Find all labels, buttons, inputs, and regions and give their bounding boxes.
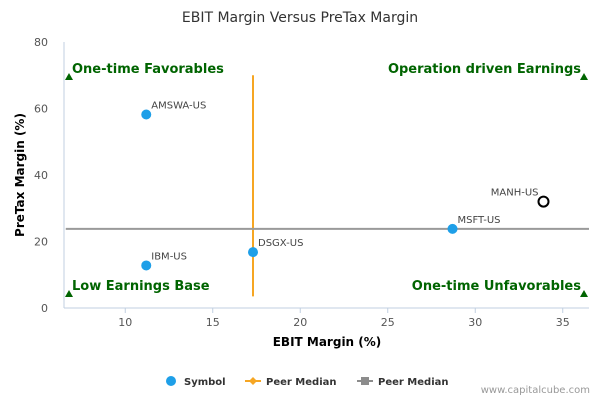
quadrant-label-top-right: Operation driven Earnings bbox=[388, 62, 581, 77]
footer-credit: www.capitalcube.com bbox=[481, 385, 590, 396]
quadrant-marker-bottom-right bbox=[580, 290, 588, 297]
legend-label-0: Symbol bbox=[184, 377, 226, 388]
y-tick-label: 20 bbox=[34, 236, 48, 249]
plot-area: 10 15 20 25 30 35 0 20 40 60 80 One-time Favorables… bbox=[34, 36, 589, 329]
y-tick-label: 40 bbox=[34, 169, 48, 182]
x-tick-label: 20 bbox=[293, 316, 307, 329]
x-tick-label: 25 bbox=[381, 316, 395, 329]
legend: Symbol Peer Median Peer Median bbox=[166, 376, 449, 388]
quadrant-label-bottom-left: Low Earnings Base bbox=[72, 279, 210, 294]
data-point-ibm-us bbox=[141, 260, 152, 271]
data-label-ibm-us: IBM-US bbox=[151, 251, 187, 262]
quadrant-marker-top-right bbox=[580, 73, 588, 80]
data-label-msft-us: MSFT-US bbox=[458, 215, 501, 226]
x-tick-label: 10 bbox=[118, 316, 132, 329]
data-label-amswa-us: AMSWA-US bbox=[151, 100, 206, 111]
x-tick-label: 30 bbox=[468, 316, 482, 329]
x-tick-label: 15 bbox=[206, 316, 220, 329]
legend-symbol-1 bbox=[249, 377, 257, 385]
data-label-manh-us: MANH-US bbox=[491, 188, 539, 199]
quadrant-marker-bottom-left bbox=[65, 290, 73, 297]
chart-title: EBIT Margin Versus PreTax Margin bbox=[182, 10, 418, 26]
data-point-dsgx-us bbox=[248, 247, 258, 258]
quadrant-label-top-left: One-time Favorables bbox=[72, 62, 224, 77]
y-tick-label: 60 bbox=[34, 103, 48, 116]
legend-symbol-0 bbox=[166, 376, 176, 386]
legend-label-1: Peer Median bbox=[266, 377, 337, 388]
legend-symbol-2 bbox=[361, 377, 369, 385]
data-point-amswa-us bbox=[141, 109, 152, 120]
y-tick-label: 80 bbox=[34, 36, 48, 49]
data-label-dsgx-us: DSGX-US bbox=[258, 238, 303, 249]
legend-label-2: Peer Median bbox=[378, 377, 449, 388]
quadrant-marker-top-left bbox=[65, 73, 73, 80]
x-tick-label: 35 bbox=[556, 316, 570, 329]
data-point-manh-us bbox=[537, 195, 550, 208]
data-point-msft-us bbox=[447, 223, 458, 234]
quadrant-label-bottom-right: One-time Unfavorables bbox=[412, 279, 581, 294]
x-axis-label: EBIT Margin (%) bbox=[273, 335, 382, 349]
y-tick-label: 0 bbox=[41, 302, 48, 315]
y-axis-label: PreTax Margin (%) bbox=[13, 113, 27, 237]
